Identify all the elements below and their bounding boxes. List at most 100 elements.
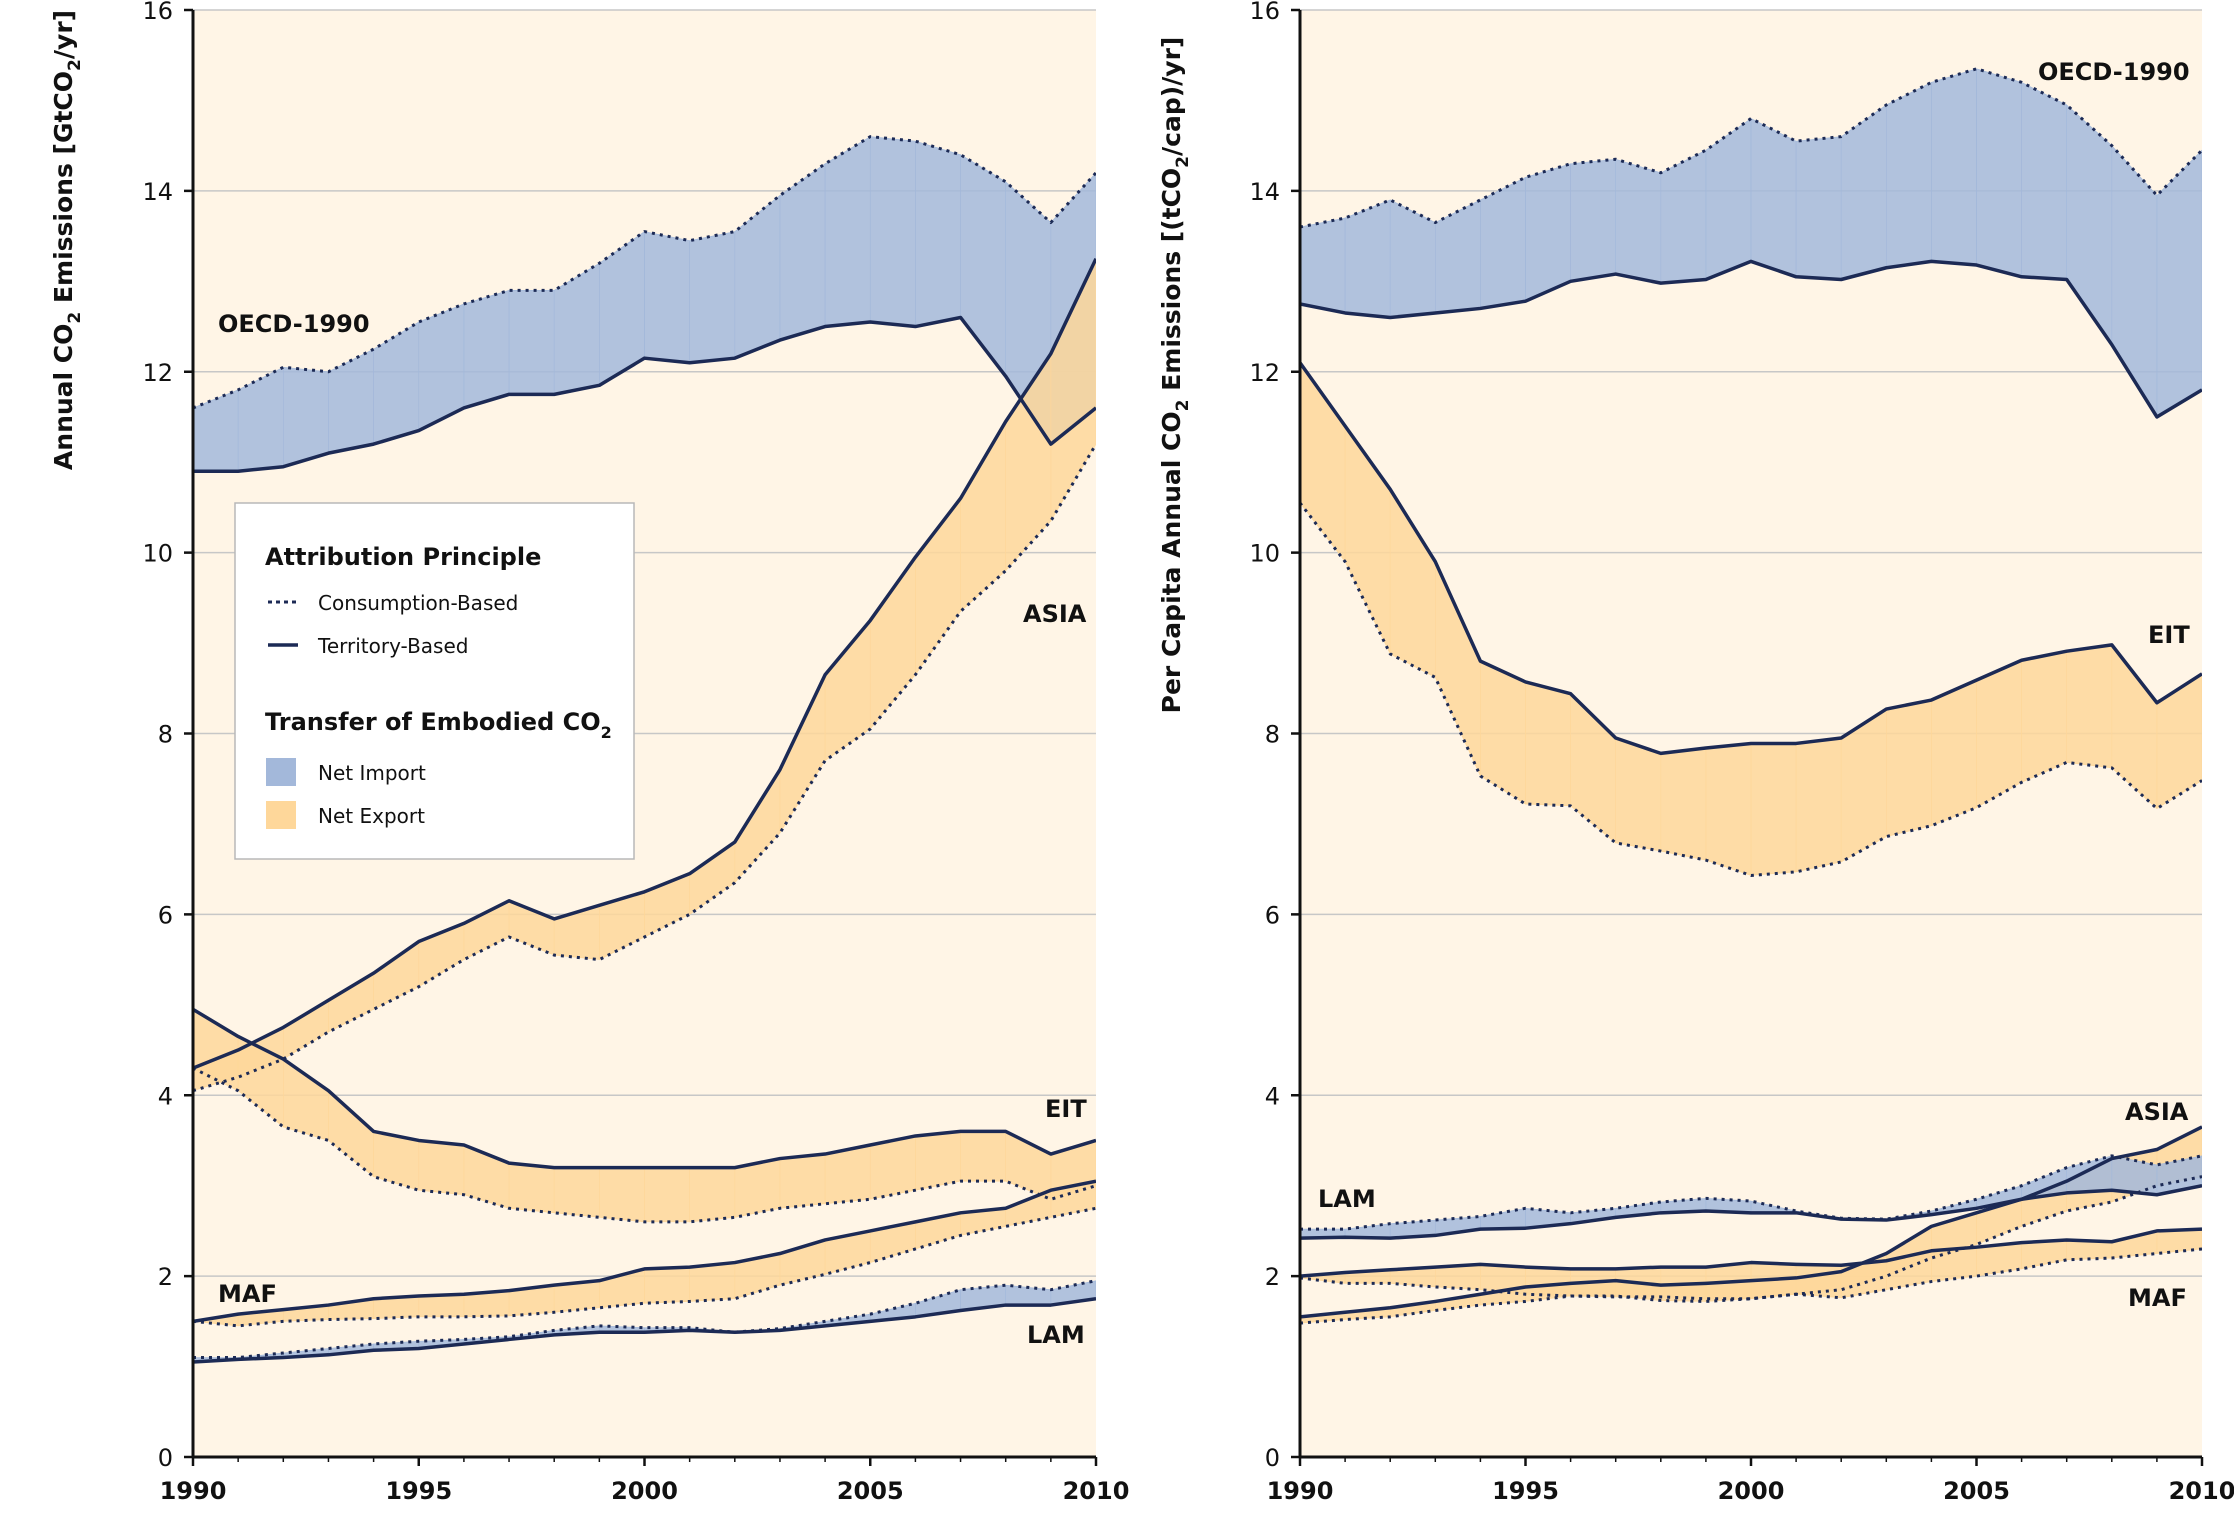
left-series-lines (193, 135, 1096, 1364)
right-band-oecd-1990-2000 (1750, 118, 1797, 278)
left-line-oecd-1990-consumption (193, 135, 1096, 410)
right-band-eit-1995 (1525, 681, 1571, 807)
right-band-oecd-1990-1996 (1570, 158, 1616, 282)
left-axes: 0 2 4 6 8 10 12 14 16 1990 1995 2000 2005 2010 (142, 0, 1129, 1505)
left-label-maf: MAF (218, 1280, 277, 1308)
right-y-axis-label-sub1: 2 (1173, 400, 1193, 412)
right-label-lam: LAM (1318, 1185, 1376, 1213)
right-band-eit-1999 (1705, 743, 1752, 876)
left-y-tick-label-16: 16 (142, 0, 173, 25)
left-x-tick-label-1990: 1990 (160, 1477, 227, 1505)
left-line-maf-consumption (193, 1206, 1096, 1328)
left-line-eit-consumption (193, 1066, 1096, 1224)
left-x-tick-label-2005: 2005 (837, 1477, 904, 1505)
left-y-axis-label-sub1: 2 (65, 312, 85, 324)
right-band-oecd-1990-1990 (1300, 217, 1346, 314)
left-y-tick-label-4: 4 (158, 1082, 173, 1110)
left-region-labels: OECD-1990 ASIA EIT MAF LAM (218, 310, 1087, 1349)
right-label-oecd: OECD-1990 (2038, 58, 2190, 86)
legend-net-export-label: Net Export (318, 804, 425, 828)
left-label-eit: EIT (1045, 1095, 1087, 1123)
right-label-eit: EIT (2148, 621, 2190, 649)
right-band-oecd-1990-2001 (1795, 136, 1842, 280)
legend: Attribution Principle Consumption-Based … (234, 502, 635, 860)
right-x-tick-label-1995: 1995 (1492, 1477, 1559, 1505)
left-line-asia-consumption (193, 443, 1096, 1093)
left-band-eit-1995 (418, 1140, 465, 1196)
right-line-asia-territory (1300, 1125, 2202, 1319)
right-line-lam-consumption (1300, 1154, 2202, 1231)
right-x-tick-label-2000: 2000 (1718, 1477, 1785, 1505)
legend-transfer-title-sub: 2 (601, 723, 612, 742)
left-y-axis-label-sub2: 2 (65, 59, 85, 71)
left-band-oecd-1990-2004 (824, 136, 871, 327)
left-band-oecd-1990-2006 (915, 140, 961, 327)
left-panel: 0 2 4 6 8 10 12 14 16 1990 1995 2000 2005 2010 Annual… (49, 0, 1129, 1505)
right-band-maf-2009 (2156, 1228, 2202, 1254)
left-x-tick-label-1995: 1995 (385, 1477, 452, 1505)
left-y-tick-label-8: 8 (158, 721, 173, 749)
right-y-tick-label-8: 8 (1265, 721, 1280, 749)
right-label-asia: ASIA (2125, 1098, 2189, 1126)
right-band-oecd-1990-2003 (1886, 81, 1932, 269)
left-y-axis-label-part1: Annual CO (49, 324, 78, 470)
right-y-tick-label-6: 6 (1265, 901, 1280, 929)
right-y-tick-label-12: 12 (1249, 359, 1280, 387)
right-line-oecd-1990-territory (1300, 259, 2202, 419)
left-line-asia-territory (193, 257, 1096, 1070)
right-y-tick-label-2: 2 (1265, 1263, 1280, 1291)
legend-territory-label: Territory-Based (317, 634, 468, 658)
left-band-maf-2001 (689, 1262, 736, 1302)
right-band-oecd-1990-2005 (1976, 68, 2022, 278)
right-y-axis-label-part2: Emissions [(tCO (1157, 168, 1186, 400)
left-y-tick-label-0: 0 (158, 1444, 173, 1472)
right-y-tick-label-14: 14 (1249, 178, 1280, 206)
legend-consumption-label: Consumption-Based (318, 591, 518, 615)
right-band-oecd-1990-1991 (1344, 199, 1391, 318)
right-band-eit-2003 (1886, 699, 1932, 837)
left-band-oecd-1990-2001 (689, 231, 736, 364)
right-x-tick-label-2005: 2005 (1943, 1477, 2010, 1505)
legend-transfer-title: Transfer of Embodied CO2 (265, 708, 612, 742)
right-x-tick-label-2010: 2010 (2169, 1477, 2234, 1505)
left-y-axis-label-part3: /yr] (49, 10, 78, 59)
left-band-oecd-1990-1997 (508, 290, 555, 395)
left-band-oecd-1990-2000 (644, 231, 690, 364)
left-y-axis-label-part2: Emissions [GtCO (49, 71, 78, 312)
right-band-oecd-1990-2006 (2021, 81, 2067, 280)
right-y-tick-label-16: 16 (1249, 0, 1280, 25)
left-label-asia: ASIA (1023, 600, 1087, 628)
right-band-eit-2007 (2066, 644, 2113, 769)
right-region-labels: OECD-1990 EIT ASIA LAM MAF (1318, 58, 2190, 1312)
right-line-eit-territory (1300, 361, 2202, 756)
left-band-eit-1998 (553, 1167, 600, 1218)
right-band-oecd-1990-1995 (1525, 163, 1571, 302)
right-band-eit-2001 (1795, 737, 1842, 873)
left-x-tick-label-2010: 2010 (1063, 1477, 1130, 1505)
left-line-eit-territory (193, 1007, 1096, 1170)
left-band-areas (193, 136, 1096, 1363)
right-y-tick-label-10: 10 (1249, 540, 1280, 568)
right-y-axis-label-sub2: 2 (1173, 156, 1193, 168)
left-band-eit-1999 (599, 1167, 645, 1223)
right-band-eit-2004 (1931, 679, 1977, 827)
left-y-tick-label-6: 6 (158, 901, 173, 929)
left-band-eit-1997 (508, 1162, 555, 1214)
right-band-maf-1995 (1525, 1266, 1571, 1297)
left-band-maf-1995 (418, 1293, 465, 1318)
right-line-eit-consumption (1300, 501, 2202, 877)
right-y-axis-label-part3: /cap)/yr] (1157, 37, 1186, 156)
left-label-lam: LAM (1027, 1321, 1085, 1349)
left-x-tick-label-2000: 2000 (611, 1477, 678, 1505)
left-band-eit-2000 (644, 1167, 690, 1223)
left-line-lam-territory (193, 1297, 1096, 1364)
legend-transfer-title-main: Transfer of Embodied CO (265, 708, 601, 736)
left-band-maf-2000 (644, 1266, 690, 1304)
left-band-eit-2003 (779, 1153, 826, 1209)
right-band-eit-1998 (1660, 747, 1707, 861)
right-line-lam-territory (1300, 1183, 2202, 1240)
right-band-oecd-1990-2004 (1931, 68, 1977, 266)
left-band-eit-2005 (869, 1135, 916, 1200)
right-line-oecd-1990-consumption (1300, 67, 2202, 229)
